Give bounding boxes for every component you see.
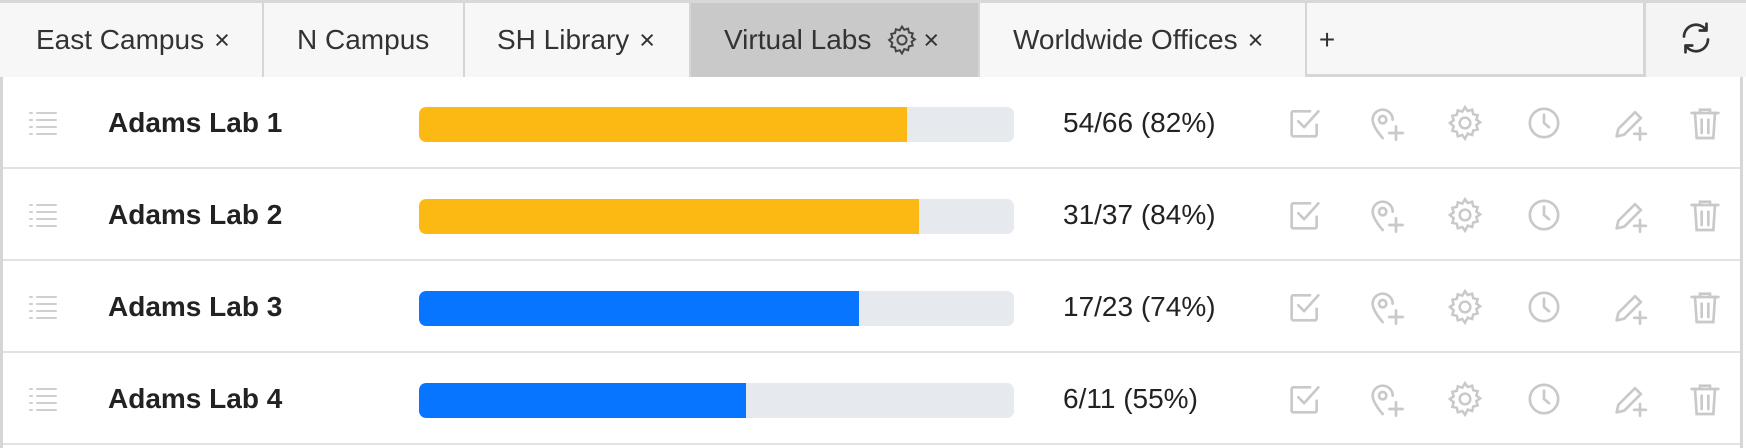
tab-sh-library[interactable]: SH Library × <box>465 3 691 77</box>
trash-icon[interactable] <box>1685 103 1725 143</box>
add-location-icon[interactable] <box>1366 103 1406 143</box>
close-icon[interactable]: × <box>639 24 656 55</box>
tab-virtual-labs[interactable]: Virtual Labs × <box>691 3 980 77</box>
edit-add-icon[interactable] <box>1610 287 1650 327</box>
usage-count: 31/37 (84%) <box>1063 199 1216 230</box>
trash-icon[interactable] <box>1685 379 1725 419</box>
tab-label: Worldwide Offices <box>1013 24 1238 55</box>
add-location-icon[interactable] <box>1366 195 1406 235</box>
tab-worldwide-offices[interactable]: Worldwide Offices × <box>980 3 1307 77</box>
drag-handle-icon[interactable] <box>28 293 58 319</box>
lab-name: Adams Lab 3 <box>108 291 283 322</box>
progress-fill <box>419 383 747 418</box>
drag-handle-icon[interactable] <box>28 109 58 135</box>
table-row: Adams Lab 1 54/66 (82%) <box>3 77 1740 169</box>
gear-icon[interactable] <box>1445 379 1485 419</box>
lab-name: Adams Lab 1 <box>108 107 283 138</box>
progress-bar <box>419 383 1014 418</box>
tab-label: N Campus <box>297 24 430 55</box>
tab-east-campus[interactable]: East Campus × <box>0 3 264 77</box>
checkbox-icon[interactable] <box>1285 379 1325 419</box>
progress-fill <box>419 291 860 326</box>
gear-icon[interactable] <box>885 23 919 57</box>
checkbox-icon[interactable] <box>1285 287 1325 327</box>
checkbox-icon[interactable] <box>1285 195 1325 235</box>
progress-fill <box>419 107 907 142</box>
add-tab-button[interactable]: + <box>1318 24 1336 55</box>
refresh-button[interactable] <box>1643 3 1746 77</box>
table-row: Adams Lab 2 31/37 (84%) <box>3 169 1740 261</box>
progress-bar <box>419 291 1014 326</box>
drag-handle-icon[interactable] <box>28 385 58 411</box>
tab-label: Virtual Labs <box>724 24 872 55</box>
table-row: Adams Lab 4 6/11 (55%) <box>3 353 1740 445</box>
tab-label: East Campus <box>36 24 205 55</box>
clock-icon[interactable] <box>1524 287 1564 327</box>
close-icon[interactable]: × <box>1247 24 1264 55</box>
trash-icon[interactable] <box>1685 287 1725 327</box>
add-location-icon[interactable] <box>1366 379 1406 419</box>
usage-count: 17/23 (74%) <box>1063 291 1216 322</box>
lab-name: Adams Lab 4 <box>108 383 283 414</box>
trash-icon[interactable] <box>1685 195 1725 235</box>
drag-handle-icon[interactable] <box>28 201 58 227</box>
progress-fill <box>419 199 919 234</box>
edit-add-icon[interactable] <box>1610 195 1650 235</box>
clock-icon[interactable] <box>1524 103 1564 143</box>
tab-n-campus[interactable]: N Campus <box>264 3 465 77</box>
tab-label: SH Library <box>497 24 630 55</box>
gear-icon[interactable] <box>1445 103 1485 143</box>
add-location-icon[interactable] <box>1366 287 1406 327</box>
refresh-icon <box>1678 20 1714 61</box>
close-icon[interactable]: × <box>214 24 230 55</box>
progress-bar <box>419 107 1014 142</box>
clock-icon[interactable] <box>1524 379 1564 419</box>
table-row: Adams Lab 3 17/23 (74%) <box>3 261 1740 353</box>
gear-icon[interactable] <box>1445 287 1485 327</box>
lab-name: Adams Lab 2 <box>108 199 283 230</box>
usage-count: 6/11 (55%) <box>1063 383 1198 414</box>
progress-bar <box>419 199 1014 234</box>
clock-icon[interactable] <box>1524 195 1564 235</box>
close-icon[interactable]: × <box>923 24 940 55</box>
edit-add-icon[interactable] <box>1610 103 1650 143</box>
usage-count: 54/66 (82%) <box>1063 107 1216 138</box>
checkbox-icon[interactable] <box>1285 103 1325 143</box>
gear-icon[interactable] <box>1445 195 1485 235</box>
tab-bar: East Campus × N Campus SH Library × Virt… <box>0 0 1746 77</box>
edit-add-icon[interactable] <box>1610 379 1650 419</box>
